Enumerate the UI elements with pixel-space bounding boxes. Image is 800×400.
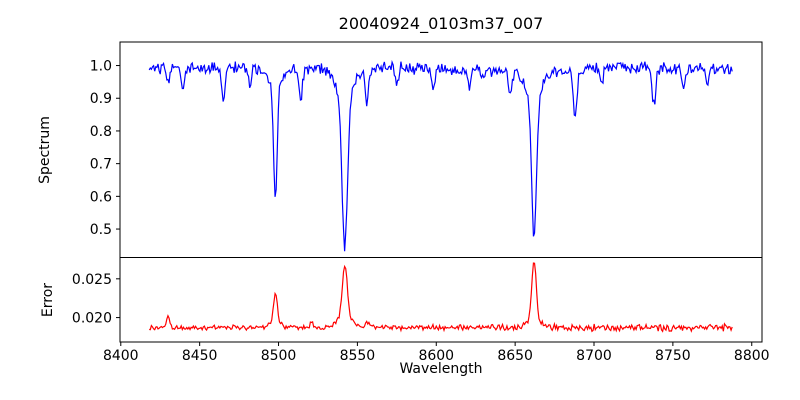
x-tick-label: 8400 — [103, 348, 139, 364]
spectrum-y-tick-label: 0.8 — [90, 124, 112, 140]
error-line — [149, 262, 733, 333]
spectrum-y-tick-label: 0.9 — [90, 91, 112, 107]
chart-title: 20040924_0103m37_007 — [338, 14, 544, 33]
spectrum-y-tick-label: 0.7 — [90, 157, 112, 173]
x-tick-label: 8700 — [576, 348, 612, 364]
spectrum-y-axis-label: Spectrum — [37, 116, 53, 184]
x-tick-label: 8500 — [261, 348, 297, 364]
x-tick-label: 8650 — [497, 348, 533, 364]
error-y-axis-label: Error — [40, 282, 56, 318]
spectrum-y-tick-label: 0.6 — [90, 189, 112, 205]
spectrum-y-tick-label: 0.5 — [90, 222, 112, 238]
spectrum-line — [148, 59, 733, 252]
spectrum-y-tick-label: 1.0 — [90, 59, 112, 75]
x-tick-label: 8750 — [655, 348, 691, 364]
error-y-tick-label: 0.020 — [72, 311, 112, 327]
error-panel-frame — [119, 257, 763, 343]
x-tick-label: 8450 — [182, 348, 218, 364]
x-axis-label: Wavelength — [399, 361, 483, 377]
error-y-tick-label: 0.025 — [72, 272, 112, 288]
x-tick-label: 8600 — [418, 348, 454, 364]
x-tick-label: 8800 — [734, 348, 770, 364]
x-tick-label: 8550 — [340, 348, 376, 364]
